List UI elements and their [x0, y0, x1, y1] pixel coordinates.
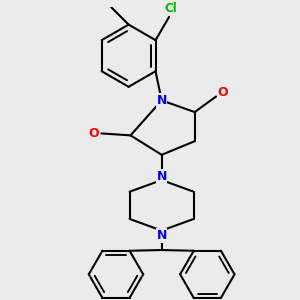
Text: N: N: [157, 94, 167, 107]
Text: O: O: [88, 127, 99, 140]
Text: Cl: Cl: [165, 2, 178, 15]
Text: N: N: [157, 170, 167, 183]
Text: O: O: [218, 86, 228, 99]
Text: N: N: [157, 229, 167, 242]
